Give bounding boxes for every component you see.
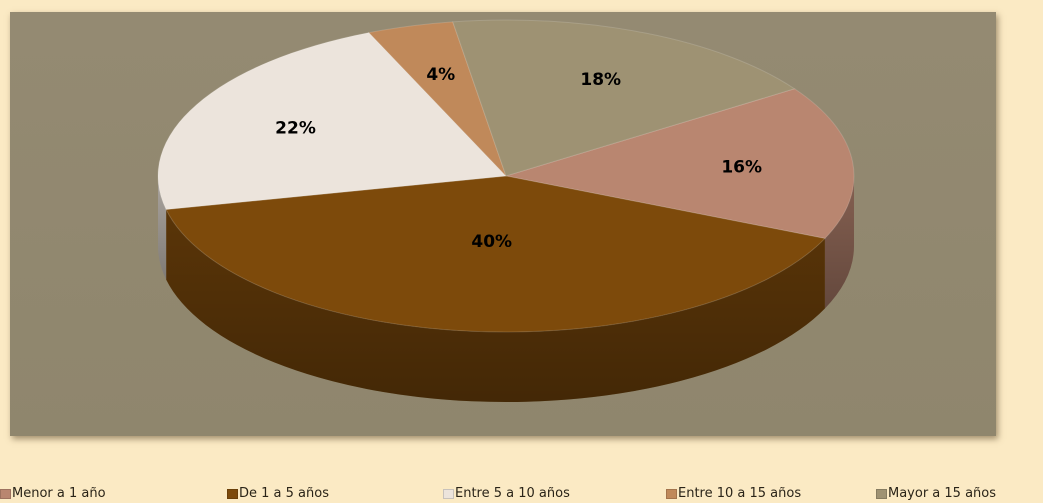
data-label-0: 16% — [721, 157, 762, 177]
pie-slice-4 — [452, 19, 796, 177]
pie-chart: 16% 40% 22% 4% 18% — [157, 19, 855, 402]
legend-swatch-icon — [876, 488, 887, 499]
legend-label: Entre 10 a 15 años — [678, 486, 802, 501]
legend-label: Entre 5 a 10 años — [455, 486, 570, 501]
pie-slice-3 — [367, 21, 507, 177]
legend-item: Menor a 1 año — [0, 484, 106, 503]
legend-item: De 1 a 5 años — [227, 484, 329, 503]
pie-slice-0 — [505, 88, 855, 239]
pie-slice-1 — [165, 175, 826, 333]
legend-item: Entre 5 a 10 años — [443, 484, 570, 503]
legend-swatch-icon — [0, 488, 11, 499]
data-label-1: 40% — [471, 232, 512, 252]
legend: Menor a 1 año De 1 a 5 años Entre 5 a 10 a… — [0, 484, 1043, 503]
legend-label: Menor a 1 año — [12, 486, 106, 501]
pie-side-shade-1 — [166, 209, 825, 402]
legend-label: De 1 a 5 años — [239, 486, 329, 501]
legend-item: Entre 10 a 15 años — [666, 484, 801, 503]
pie-side-shade-2 — [158, 176, 167, 280]
plot-area: 16% 40% 22% 4% 18% — [10, 12, 996, 436]
pie-slice-2 — [157, 32, 508, 211]
pie-side-shade-0 — [824, 176, 854, 309]
data-label-2: 22% — [275, 119, 316, 139]
legend-item: Mayor a 15 años — [876, 484, 996, 503]
legend-swatch-icon — [443, 488, 454, 499]
legend-swatch-icon — [666, 488, 677, 499]
data-label-4: 18% — [580, 70, 621, 90]
data-label-3: 4% — [426, 65, 455, 85]
legend-swatch-icon — [227, 488, 238, 499]
legend-label: Mayor a 15 años — [888, 486, 997, 501]
